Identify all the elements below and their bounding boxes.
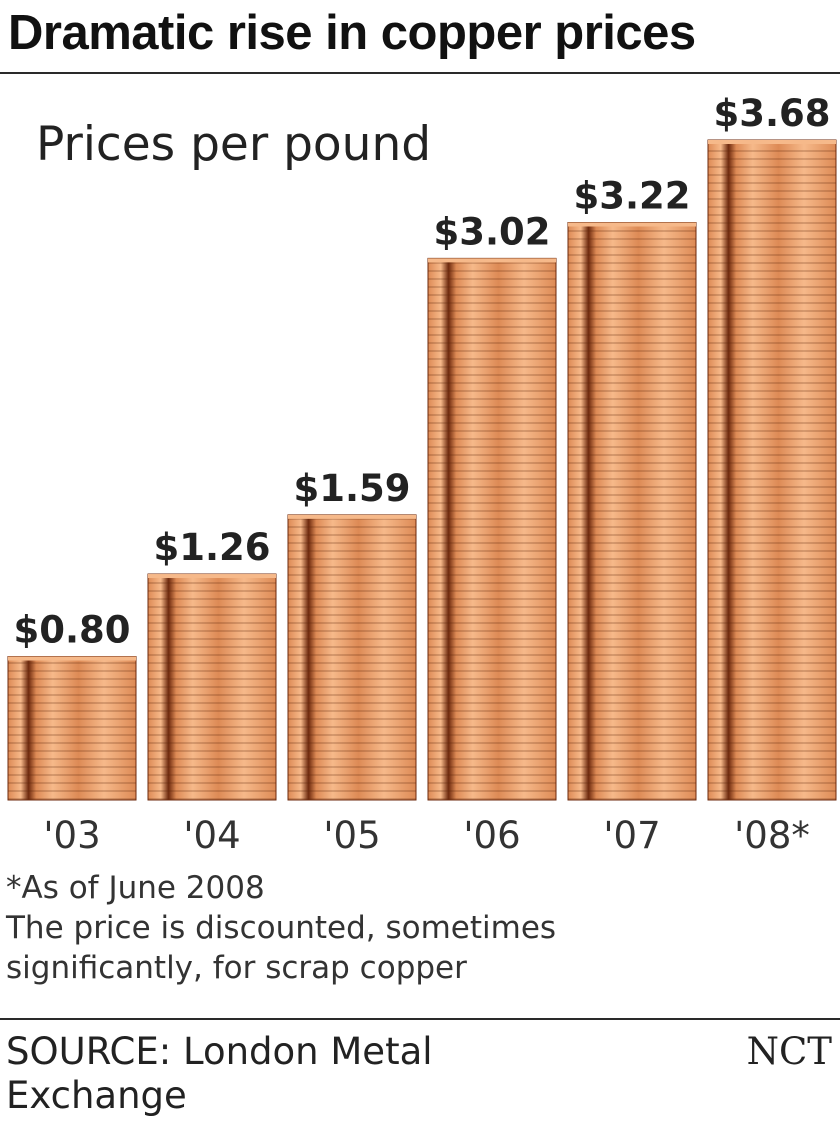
x-tick-label-5: '08* — [734, 814, 810, 857]
x-tick-label-2: '05 — [323, 814, 380, 857]
data-label-5: $3.68 — [713, 92, 830, 135]
bars-group: $0.80 '03 $1.26 '04 $1.59 '05 $3.02 '06 $3.22 '07… — [7, 92, 837, 857]
data-label-4: $3.22 — [573, 175, 690, 218]
bar-texture-0 — [8, 656, 136, 800]
data-label-3: $3.02 — [433, 210, 550, 253]
source-text: SOURCE: London Metal Exchange — [6, 1030, 433, 1117]
bar-texture-1 — [148, 574, 276, 800]
x-tick-label-1: '04 — [183, 814, 240, 857]
note-line-2: significantly, for scrap copper — [6, 950, 467, 986]
x-tick-label-4: '07 — [603, 814, 660, 857]
bar-top-2 — [288, 514, 416, 519]
chart-title: Dramatic rise in copper prices — [8, 6, 696, 60]
data-label-2: $1.59 — [293, 467, 410, 510]
x-tick-label-0: '03 — [43, 814, 100, 857]
note-line-1: The price is discounted, sometimes — [6, 910, 557, 946]
data-label-1: $1.26 — [153, 526, 270, 569]
bar-top-3 — [428, 258, 556, 263]
data-label-0: $0.80 — [13, 609, 130, 652]
bar-texture-5 — [708, 140, 836, 800]
title-divider — [0, 72, 840, 74]
bar-top-4 — [568, 222, 696, 227]
bar-texture-3 — [428, 258, 556, 800]
credit-text: NCT — [746, 1030, 832, 1073]
x-tick-label-3: '06 — [463, 814, 520, 857]
bar-chart: Prices per pound $0.80 '03 $1.26 '04 $1.59 '0… — [7, 92, 837, 857]
footnote: *As of June 2008 — [6, 870, 265, 906]
bar-texture-2 — [288, 514, 416, 800]
bar-texture-4 — [568, 222, 696, 800]
chart-subtitle: Prices per pound — [36, 117, 431, 172]
bar-top-0 — [8, 656, 136, 661]
source-divider — [0, 1018, 840, 1020]
bar-top-5 — [708, 140, 836, 144]
bar-top-1 — [148, 574, 276, 579]
